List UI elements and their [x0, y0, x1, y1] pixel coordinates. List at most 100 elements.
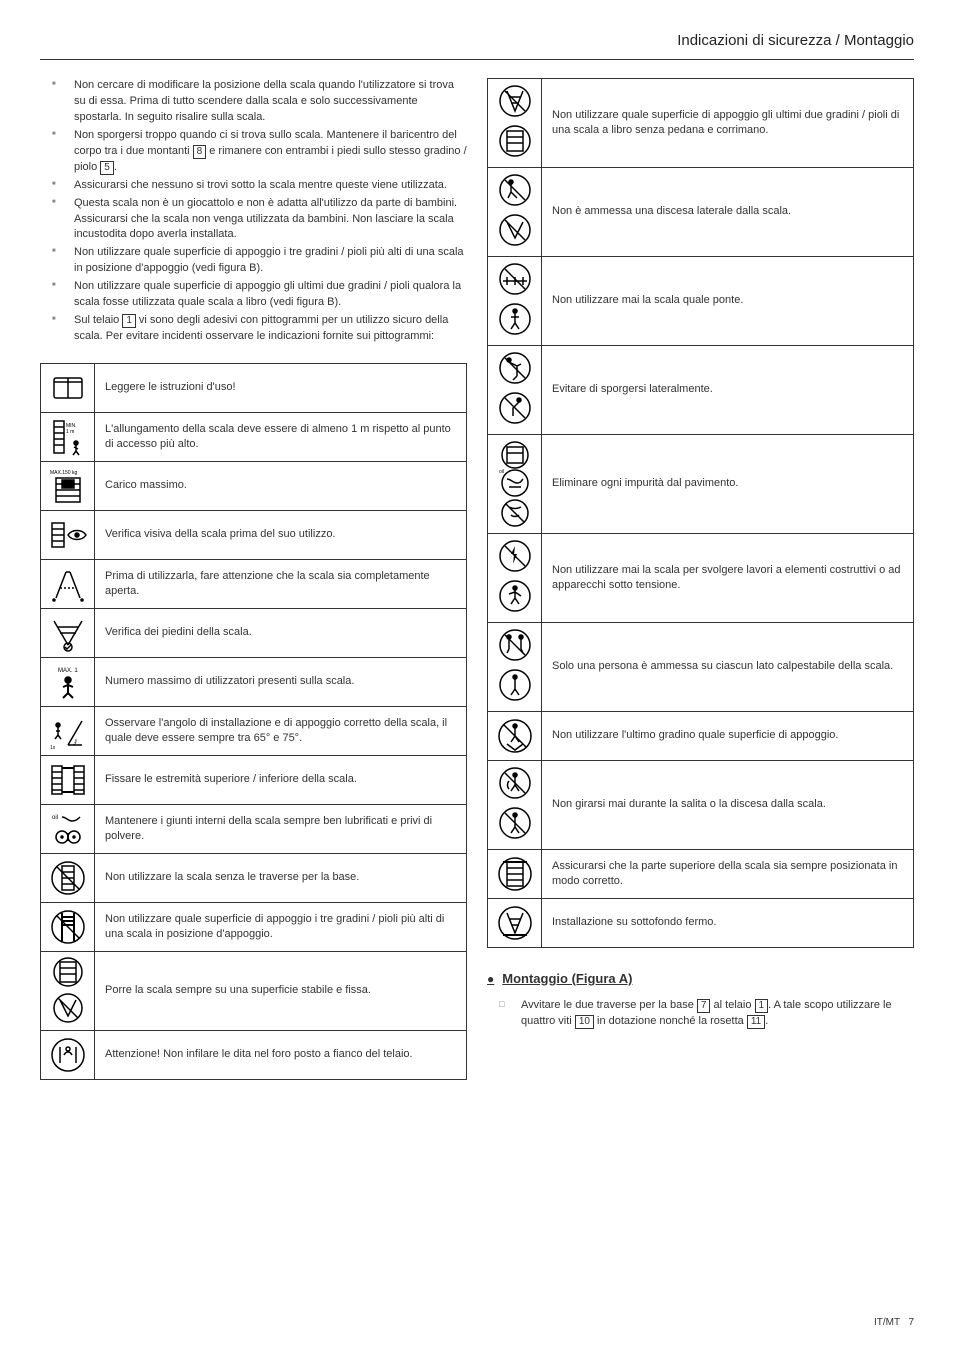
nolean-icon [495, 350, 535, 430]
min1m-icon: MIN.1 m [48, 417, 88, 457]
stable-icon [48, 956, 88, 1026]
pictogram-row: Porre la scala sempre su una superficie … [41, 952, 467, 1031]
notraverse-icon [48, 858, 88, 898]
feet-icon [48, 613, 88, 653]
pictogram-row: Evitare di sporgersi lateralmente. [488, 346, 914, 435]
ref-box: 10 [575, 1015, 594, 1029]
left-column: Non cercare di modificare la posizione d… [40, 78, 467, 1080]
pictogram-icon-cell [41, 511, 95, 560]
nobridge-icon [495, 261, 535, 341]
eye-icon [48, 515, 88, 555]
assembly-heading-text: Montaggio (Figura A) [502, 970, 632, 988]
pictogram-text: Non girarsi mai durante la salita o la d… [542, 761, 914, 850]
pictogram-text: Non utilizzare mai la scala quale ponte. [542, 257, 914, 346]
noside-icon [495, 172, 535, 252]
pictogram-row: Solo una persona è ammessa su ciascun la… [488, 623, 914, 712]
ref-box: 1 [122, 314, 136, 328]
pictogram-text: Porre la scala sempre su una superficie … [95, 952, 467, 1031]
page-header-title: Indicazioni di sicurezza / Montaggio [40, 30, 914, 51]
header-rule [40, 59, 914, 60]
pictogram-row: oil Mantenere i giunti interni della scal… [41, 805, 467, 854]
pictogram-text: Carico massimo. [95, 462, 467, 511]
pictogram-text: Leggere le istruzioni d'uso! [95, 364, 467, 413]
pictogram-row: Verifica dei piedini della scala. [41, 609, 467, 658]
fix-icon [48, 760, 88, 800]
pictogram-row: Non è ammessa una discesa laterale dalla… [488, 168, 914, 257]
clean-icon: oil [495, 439, 535, 529]
no2top-icon [495, 83, 535, 163]
bullet-text: Assicurarsi che nessuno si trovi sotto l… [74, 179, 447, 191]
pictogram-text: Non utilizzare la scala senza le travers… [95, 854, 467, 903]
bullet-item: Assicurarsi che nessuno si trovi sotto l… [60, 178, 467, 194]
pictogram-icon-cell: MIN.1 m [41, 413, 95, 462]
pictogram-text: Verifica visiva della scala prima del su… [95, 511, 467, 560]
pictogram-text: Assicurarsi che la parte superiore della… [542, 850, 914, 899]
bullet-item: Non utilizzare quale superficie di appog… [60, 245, 467, 277]
pictogram-icon-cell [41, 952, 95, 1031]
pictogram-text: Non utilizzare quale superficie di appog… [95, 903, 467, 952]
pictogram-icon-cell [488, 623, 542, 712]
footer-page: 7 [908, 1317, 914, 1328]
pictogram-icon-cell [488, 534, 542, 623]
bullet-text: Non cercare di modificare la posizione d… [74, 79, 454, 123]
pictogram-table-right: Non utilizzare quale superficie di appog… [487, 78, 914, 948]
safety-bullet-list: Non cercare di modificare la posizione d… [40, 78, 467, 345]
pictogram-text: Numero massimo di utilizzatori presenti … [95, 658, 467, 707]
pictogram-icon-cell [41, 364, 95, 413]
pictogram-text: Non utilizzare l'ultimo gradino quale su… [542, 712, 914, 761]
ref-box: 1 [755, 999, 769, 1013]
main-columns: Non cercare di modificare la posizione d… [40, 78, 914, 1080]
pictogram-icon-cell [488, 712, 542, 761]
bullet-text: . [114, 161, 117, 173]
book-icon [48, 368, 88, 408]
pictogram-row: Non utilizzare quale superficie di appog… [488, 79, 914, 168]
bullet-text: Non utilizzare quale superficie di appog… [74, 280, 461, 308]
pictogram-text: Attenzione! Non infilare le dita nel for… [95, 1031, 467, 1080]
svg-text:MAX.150 kg: MAX.150 kg [50, 470, 77, 476]
assembly-text: Avvitare le due traverse per la base [521, 999, 697, 1011]
assembly-text: . [765, 1015, 768, 1027]
right-column: Non utilizzare quale superficie di appog… [487, 78, 914, 1080]
pictogram-row: Verifica visiva della scala prima del su… [41, 511, 467, 560]
pictogram-icon-cell [488, 761, 542, 850]
pictogram-icon-cell: MAX. 1 [41, 658, 95, 707]
pictogram-text: Eliminare ogni impurità dal pavimento. [542, 435, 914, 534]
bullet-text: Non utilizzare quale superficie di appog… [74, 246, 464, 274]
pictogram-icon-cell [488, 850, 542, 899]
pictogram-text: Non utilizzare quale superficie di appog… [542, 79, 914, 168]
pictogram-text: Fissare le estremità superiore / inferio… [95, 756, 467, 805]
pictogram-icon-cell [488, 168, 542, 257]
assembly-text: al telaio [710, 999, 754, 1011]
svg-text:oil: oil [52, 815, 58, 821]
pictogram-text: Non è ammessa una discesa laterale dalla… [542, 168, 914, 257]
pictogram-row: 1xOsservare l'angolo di installazione e … [41, 707, 467, 756]
page-footer: IT/MT 7 [874, 1316, 914, 1330]
assembly-list: Avvitare le due traverse per la base 7 a… [487, 998, 914, 1030]
pictogram-icon-cell [488, 346, 542, 435]
pictogram-row: Non utilizzare quale superficie di appog… [41, 903, 467, 952]
svg-text:oil: oil [499, 469, 504, 475]
max1-icon: MAX. 1 [48, 662, 88, 702]
ref-box: 7 [697, 999, 711, 1013]
footer-lang: IT/MT [874, 1317, 900, 1328]
pictogram-icon-cell: MAX.150 kg [41, 462, 95, 511]
angle-icon: 1x [48, 711, 88, 751]
bullet-item: Non utilizzare quale superficie di appog… [60, 279, 467, 311]
assembly-text: in dotazione nonché la rosetta [594, 1015, 747, 1027]
bullet-text: Questa scala non è un giocattolo e non è… [74, 197, 457, 241]
bullet-item: Non cercare di modificare la posizione d… [60, 78, 467, 126]
pictogram-row: Assicurarsi che la parte superiore della… [488, 850, 914, 899]
pictogram-icon-cell [41, 609, 95, 658]
oil-icon: oil [48, 809, 88, 849]
pictogram-icon-cell [488, 257, 542, 346]
pictogram-row: Attenzione! Non infilare le dita nel for… [41, 1031, 467, 1080]
svg-text:1x: 1x [50, 745, 56, 751]
pictogram-text: Mantenere i giunti interni della scala s… [95, 805, 467, 854]
noelec-icon [495, 538, 535, 618]
pictogram-row: MIN.1 mL'allungamento della scala deve e… [41, 413, 467, 462]
topok-icon [495, 854, 535, 894]
pictogram-icon-cell [41, 854, 95, 903]
pictogram-row: Prima di utilizzarla, fare attenzione ch… [41, 560, 467, 609]
assembly-heading: Montaggio (Figura A) [487, 970, 914, 988]
ground-icon [495, 903, 535, 943]
